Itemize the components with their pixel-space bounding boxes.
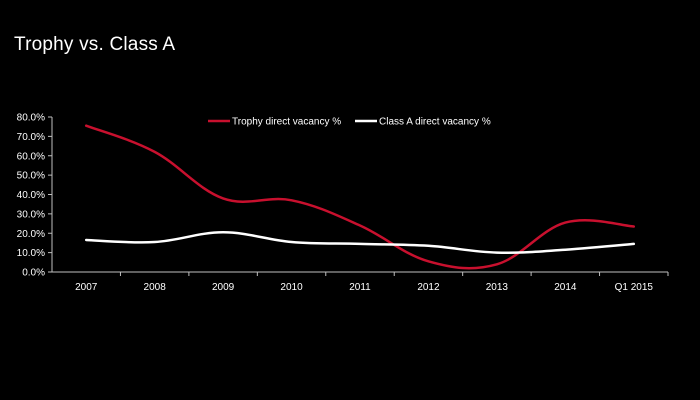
y-tick-label: 70.0% bbox=[17, 132, 45, 143]
x-tick-label: 2014 bbox=[554, 282, 577, 293]
slide-title: Trophy vs. Class A bbox=[14, 34, 176, 55]
y-tick-label: 30.0% bbox=[17, 209, 45, 220]
x-tick-label: Q1 2015 bbox=[615, 282, 654, 293]
x-tick-label: 2008 bbox=[144, 282, 167, 293]
y-tick-label: 60.0% bbox=[17, 151, 45, 162]
y-tick-label: 10.0% bbox=[17, 248, 45, 259]
x-tick-label: 2013 bbox=[486, 282, 509, 293]
y-tick-label: 80.0% bbox=[17, 113, 45, 124]
y-tick-label: 40.0% bbox=[17, 190, 45, 201]
series-line-class-a bbox=[84, 231, 636, 254]
x-tick-label: 2009 bbox=[212, 282, 235, 293]
x-tick-label: 2007 bbox=[75, 282, 98, 293]
y-tick-label: 0.0% bbox=[22, 268, 45, 279]
chart-series bbox=[84, 124, 636, 270]
y-axis-ticks: 0.0% 10.0% 20.0% 30.0% 40.0% 50.0% 60.0% 70.0% 8… bbox=[17, 113, 52, 279]
x-axis-ticks: 2007 2008 2009 2010 2011 2012 2013 2014 Q1 2015 bbox=[75, 272, 669, 293]
legend-label: Class A direct vacancy % bbox=[379, 117, 491, 128]
series-line-trophy bbox=[84, 124, 636, 270]
x-tick-label: 2011 bbox=[349, 282, 371, 293]
legend-label: Trophy direct vacancy % bbox=[232, 117, 341, 128]
y-tick-label: 50.0% bbox=[17, 171, 45, 182]
chart-legend: Trophy direct vacancy % Class A direct va… bbox=[208, 117, 491, 128]
y-tick-label: 20.0% bbox=[17, 229, 45, 240]
x-tick-label: 2012 bbox=[417, 282, 440, 293]
x-tick-label: 2010 bbox=[280, 282, 303, 293]
